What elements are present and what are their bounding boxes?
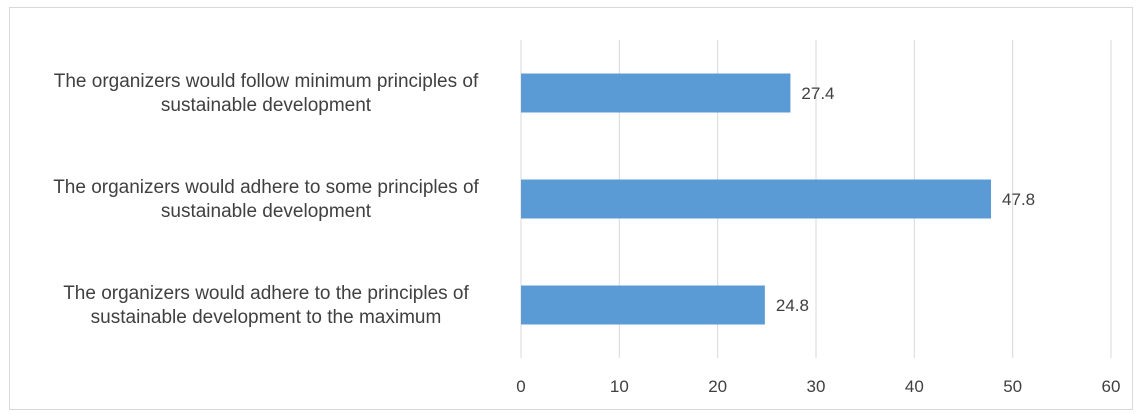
data-label: 27.4 [801, 84, 834, 103]
x-tick-label: 30 [807, 377, 826, 396]
category-label: The organizers would follow minimum prin… [54, 71, 479, 116]
category-label: The organizers would adhere to some prin… [53, 177, 479, 222]
bar [521, 179, 992, 219]
x-tick-label: 0 [516, 377, 525, 396]
x-axis-ticks: 0 10 20 30 40 50 60 [516, 377, 1120, 396]
category-label-line: The organizers would adhere to the princ… [63, 283, 469, 304]
category-label-line: sustainable development [161, 201, 372, 222]
data-label: 24.8 [776, 296, 809, 315]
data-label: 47.8 [1002, 190, 1035, 209]
x-tick-label: 40 [905, 377, 924, 396]
bar [521, 73, 791, 113]
x-tick-label: 50 [1003, 377, 1022, 396]
x-tick-label: 10 [610, 377, 629, 396]
x-tick-label: 60 [1102, 377, 1121, 396]
category-label: The organizers would adhere to the princ… [63, 283, 469, 328]
data-labels: 27.4 47.8 24.8 [776, 84, 1035, 315]
category-label-line: sustainable development to the maximum [91, 307, 442, 328]
bars [521, 73, 992, 325]
category-label-line: sustainable development [161, 95, 372, 116]
category-label-line: The organizers would adhere to some prin… [53, 177, 479, 198]
category-labels: The organizers would follow minimum prin… [53, 71, 479, 328]
x-tick-label: 20 [708, 377, 727, 396]
bar [521, 285, 765, 325]
category-label-line: The organizers would follow minimum prin… [54, 71, 479, 92]
